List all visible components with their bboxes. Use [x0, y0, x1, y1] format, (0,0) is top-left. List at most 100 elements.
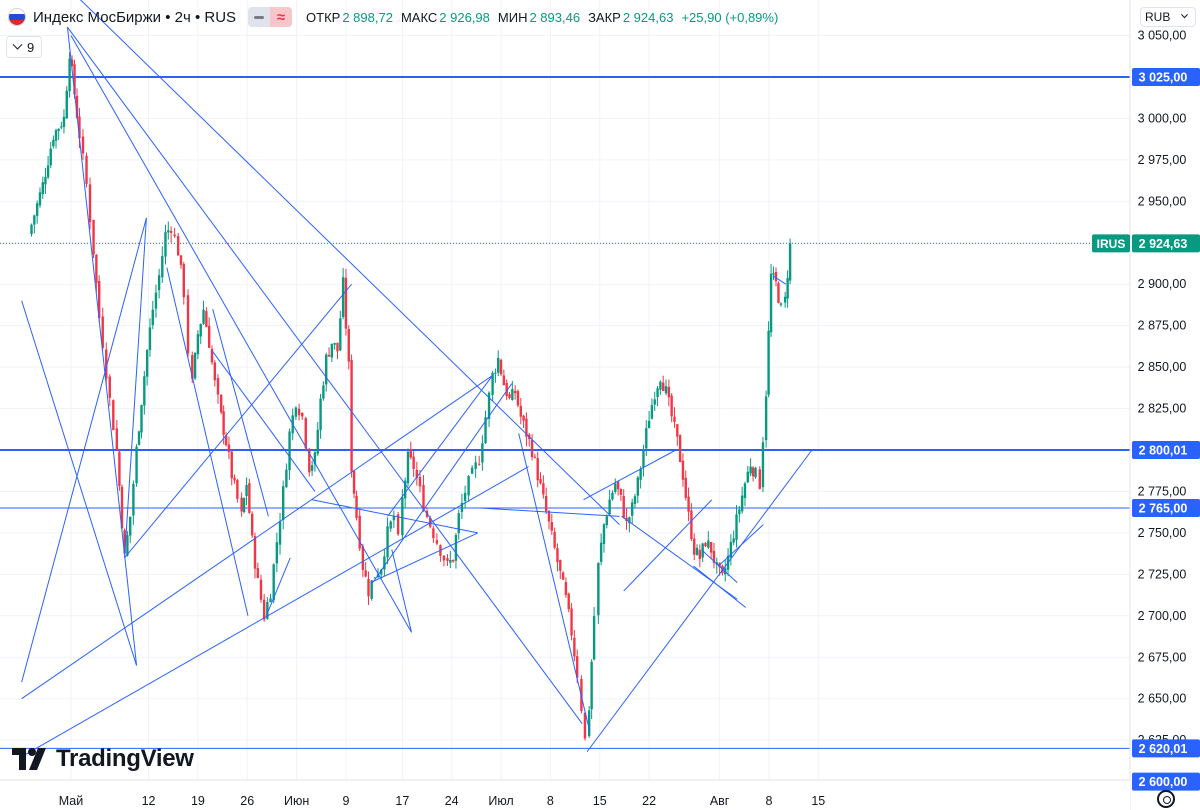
time-tick-label: 15 — [593, 794, 607, 808]
candle-body — [415, 469, 419, 479]
trendline — [772, 275, 787, 285]
approx-icon[interactable]: ≈ — [270, 7, 293, 27]
trendline — [21, 217, 147, 683]
currency-selector[interactable]: RUB — [1140, 7, 1196, 27]
trendline — [312, 499, 478, 534]
candle-body — [176, 236, 180, 256]
tradingview-logo[interactable]: TradingView — [12, 745, 194, 773]
candle-body — [497, 358, 500, 373]
candle-body — [599, 542, 603, 562]
candle-body — [65, 90, 68, 119]
trendline — [21, 466, 529, 758]
price-tick-label: 2 975,00 — [1138, 153, 1187, 167]
candle-body — [707, 540, 710, 548]
candle-body — [474, 462, 477, 469]
candle-body — [196, 334, 200, 355]
price-level-tag — [1132, 67, 1200, 86]
candle-body — [481, 443, 484, 463]
price-tick-label: 2 650,00 — [1138, 692, 1187, 706]
candle-body — [275, 542, 279, 564]
candle-body — [301, 412, 304, 417]
time-tick-label: 17 — [395, 794, 409, 808]
candle-body — [769, 273, 773, 333]
candle-body — [704, 542, 707, 547]
price-tick-label: 3 050,00 — [1138, 29, 1187, 43]
chart-mode-toggle[interactable]: ≈ — [248, 7, 293, 27]
candle-body — [313, 452, 317, 465]
candle-body — [68, 58, 71, 92]
candle-body — [383, 556, 386, 570]
price-level-tag-label: 3 025,00 — [1139, 70, 1188, 84]
trendline — [212, 308, 269, 517]
candle-body — [297, 408, 301, 416]
candle-body — [772, 273, 775, 275]
candle-body — [210, 348, 214, 363]
candle-body — [542, 483, 545, 495]
price-level-tag-label: 2 765,00 — [1139, 502, 1188, 516]
gear-icon[interactable] — [1157, 790, 1175, 808]
candle-body — [294, 407, 298, 417]
candle-body — [115, 428, 119, 450]
trendline — [67, 26, 583, 724]
high-value: 2 926,98 — [439, 9, 490, 25]
price-level-tag-label: 2 600,00 — [1139, 775, 1188, 789]
trendline — [211, 350, 316, 492]
candle-body — [533, 456, 537, 458]
candle-body — [656, 388, 659, 398]
candle-body — [743, 483, 747, 499]
time-tick-label: 24 — [445, 794, 459, 808]
candle-body — [758, 469, 761, 489]
indicators-toggle[interactable]: 9 — [6, 36, 43, 58]
price-tick-label: 3 000,00 — [1138, 111, 1187, 125]
trendline — [166, 267, 249, 616]
candle-body — [575, 656, 579, 678]
candle-body — [167, 230, 170, 233]
chevron-down-icon — [1180, 10, 1189, 18]
candle-body — [550, 522, 554, 531]
candle-body — [60, 126, 63, 128]
candle-body — [350, 360, 353, 472]
candle-body — [732, 538, 735, 543]
candle-body — [777, 283, 780, 303]
candle-body — [352, 470, 356, 494]
time-axis[interactable]: Май 12 19 26 Июн 9 17 24 Июл 8 15 22 Авг 8 15 — [0, 779, 1130, 810]
time-tick-label: Май — [59, 794, 84, 808]
candle-body — [73, 64, 76, 95]
candle-body — [639, 468, 642, 480]
candle-body — [740, 495, 744, 512]
candle-body — [432, 528, 435, 539]
candle-body — [502, 375, 506, 386]
candle-body — [370, 580, 373, 599]
price-tick-label: 2 950,00 — [1138, 194, 1187, 208]
candle-body — [191, 355, 194, 379]
candle-body — [511, 389, 514, 400]
candle-body — [242, 498, 246, 513]
candle-body — [573, 637, 576, 657]
candle-body — [361, 546, 365, 570]
candle-body — [216, 377, 220, 395]
candle-body — [684, 477, 687, 498]
trendline — [66, 27, 138, 666]
candle-body — [173, 234, 176, 237]
candle-body — [530, 439, 534, 458]
trendline — [124, 283, 352, 559]
candle-body — [240, 497, 243, 512]
trendline — [124, 217, 147, 558]
price-axis[interactable]: 2 575,002 600,002 625,002 650,002 675,00… — [1129, 0, 1200, 810]
candle-body — [645, 428, 648, 449]
time-tick-label: Июн — [284, 794, 309, 808]
candle-body — [516, 391, 520, 406]
price-tick-label: 2 750,00 — [1138, 526, 1187, 540]
last-price-tag — [1132, 234, 1200, 253]
chart-grid — [0, 0, 1130, 783]
candle-body — [786, 278, 789, 299]
price-tick-label: 2 775,00 — [1138, 484, 1187, 498]
symbol-title[interactable]: Индекс МосБиржи • 2ч • RUS — [33, 8, 237, 26]
candle-body — [676, 424, 679, 437]
ohlc-values: ОТКР 2 898,72 МАКС 2 926,98 МИН 2 893,46 ЗА… — [306, 10, 784, 25]
minus-icon[interactable] — [248, 7, 271, 27]
candle-body — [460, 502, 464, 512]
candle-body — [556, 548, 559, 563]
candle-body — [567, 593, 570, 610]
